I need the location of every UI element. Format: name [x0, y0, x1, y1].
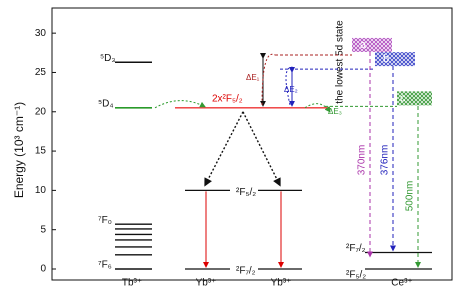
state-box — [397, 91, 432, 106]
y-tick-label: 0 — [40, 264, 46, 275]
level-label: ²F₇/₂ — [236, 266, 256, 277]
gap-label: ΔE₃ — [328, 107, 342, 116]
y-tick-label: 15 — [35, 146, 47, 157]
state-label: c — [400, 92, 406, 104]
arrow — [154, 100, 206, 109]
ion-label: Yb³⁺ — [196, 278, 217, 289]
emission-label: 376nm — [380, 145, 391, 176]
ion-label: Tb³⁺ — [122, 278, 142, 289]
axis-label: Energy (10³ cm⁻¹) — [12, 102, 26, 198]
arrow — [242, 111, 281, 187]
level-label: ⁵D₄ — [98, 98, 113, 109]
y-tick-label: 5 — [40, 224, 46, 235]
state-box — [352, 37, 392, 52]
level-label: ²F₅/₂ — [346, 270, 366, 281]
level-label: ⁷F₆ — [98, 260, 112, 271]
frame — [51, 7, 453, 281]
arrow — [204, 111, 244, 187]
level-label: ²F₇/₂ — [346, 243, 366, 254]
level-label: ²F₅/₂ — [236, 187, 256, 198]
state-box — [375, 52, 415, 67]
arrow — [285, 66, 296, 105]
gap-label: ΔE₁ — [246, 73, 260, 82]
y-tick-label: 25 — [35, 67, 47, 78]
level-label: ⁵D₃ — [100, 53, 115, 64]
state-label: a — [360, 39, 367, 51]
y-tick-label: 10 — [35, 185, 47, 196]
ion-label: Ce³⁺ — [391, 278, 412, 289]
state-label: b — [383, 53, 389, 65]
arrow — [261, 53, 276, 105]
y-tick-label: 20 — [35, 106, 47, 117]
y-tick-label: 30 — [35, 28, 47, 39]
level-label: ⁷F₀ — [98, 215, 112, 226]
emission-label: 370nm — [357, 145, 368, 176]
ion-label: Yb³⁺ — [271, 278, 292, 289]
pair-label: 2x²F₅/₂ — [212, 93, 243, 104]
gap-label: ΔE₂ — [284, 85, 298, 94]
emission-label: 500nm — [405, 181, 416, 212]
note: the lowest 5d state — [335, 20, 346, 104]
